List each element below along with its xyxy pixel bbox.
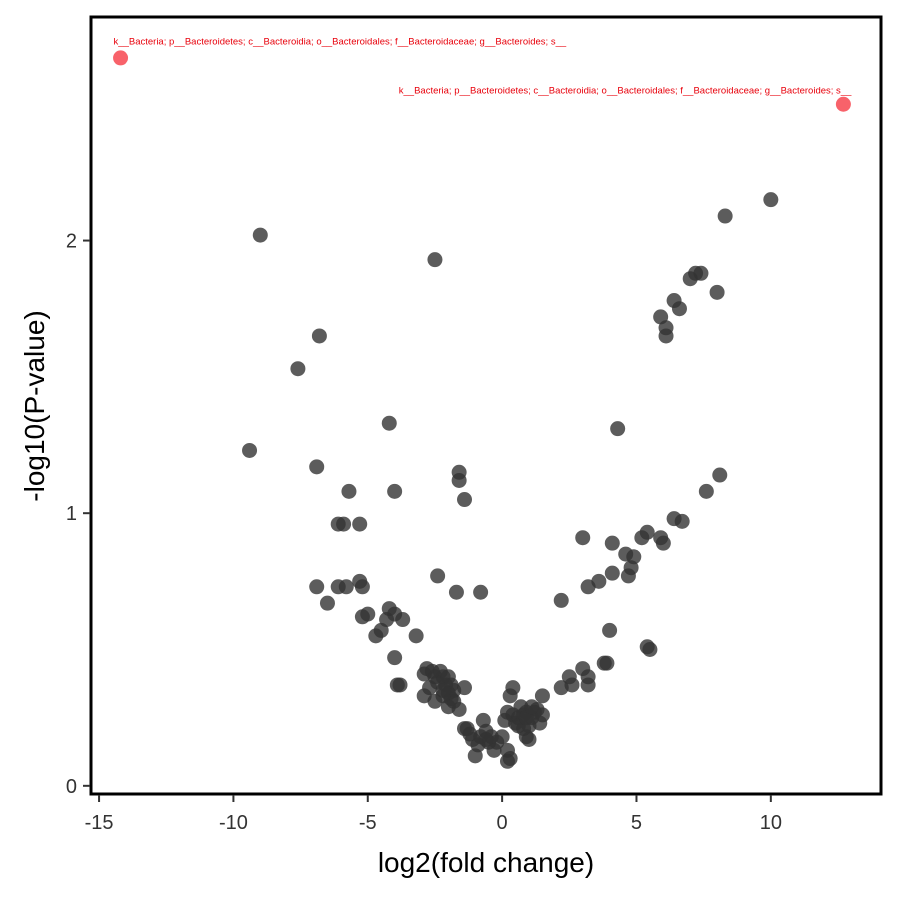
data-point bbox=[319, 595, 335, 611]
y-tick-label: 2 bbox=[66, 231, 77, 253]
annotation-layer: k__Bacteria; p__Bacteroidetes; c__Bacter… bbox=[114, 36, 853, 96]
data-point bbox=[709, 284, 725, 300]
data-point bbox=[505, 680, 521, 696]
data-point bbox=[575, 530, 591, 546]
data-point bbox=[448, 584, 464, 600]
point-annotation-label: k__Bacteria; p__Bacteroidetes; c__Bacter… bbox=[399, 85, 852, 96]
data-point bbox=[610, 421, 626, 437]
data-point bbox=[602, 622, 618, 638]
data-point bbox=[309, 459, 325, 475]
data-point bbox=[467, 748, 483, 764]
points-layer bbox=[242, 192, 779, 769]
data-point bbox=[655, 535, 671, 551]
plot-frame bbox=[89, 15, 883, 796]
data-point bbox=[408, 628, 424, 644]
data-point bbox=[475, 712, 491, 728]
y-axis: 0 1 2 bbox=[66, 231, 90, 798]
x-tick-label: -5 bbox=[359, 812, 377, 834]
data-point bbox=[497, 712, 513, 728]
data-point bbox=[457, 492, 473, 508]
data-point bbox=[352, 516, 368, 532]
data-point bbox=[427, 693, 443, 709]
data-point bbox=[717, 208, 733, 224]
x-tick-label: 0 bbox=[497, 812, 508, 834]
data-point bbox=[457, 680, 473, 696]
highlighted-point bbox=[835, 96, 851, 112]
x-tick-label: 10 bbox=[760, 812, 782, 834]
highlight-layer bbox=[113, 50, 851, 112]
data-point bbox=[309, 579, 325, 595]
data-point bbox=[381, 601, 397, 617]
data-point bbox=[459, 721, 475, 737]
data-point bbox=[330, 579, 346, 595]
data-point bbox=[674, 513, 690, 529]
data-point bbox=[604, 535, 620, 551]
data-point bbox=[354, 579, 370, 595]
data-point bbox=[604, 565, 620, 581]
data-point bbox=[712, 467, 728, 483]
data-point bbox=[354, 609, 370, 625]
data-point bbox=[451, 472, 467, 488]
data-point bbox=[521, 731, 537, 747]
data-point bbox=[553, 592, 569, 608]
data-point bbox=[473, 584, 489, 600]
data-point bbox=[763, 192, 779, 208]
x-tick-label: -10 bbox=[219, 812, 248, 834]
data-point bbox=[341, 483, 357, 499]
data-point bbox=[252, 227, 268, 243]
data-point bbox=[387, 483, 403, 499]
data-point bbox=[534, 688, 550, 704]
data-point bbox=[580, 579, 596, 595]
data-point bbox=[430, 568, 446, 584]
data-point bbox=[311, 328, 327, 344]
y-tick-label: 1 bbox=[66, 503, 77, 525]
data-point bbox=[387, 650, 403, 666]
data-point bbox=[620, 568, 636, 584]
data-point bbox=[553, 680, 569, 696]
point-annotation-label: k__Bacteria; p__Bacteroidetes; c__Bacter… bbox=[114, 36, 567, 47]
y-tick-label: 0 bbox=[66, 776, 77, 798]
highlighted-point bbox=[113, 50, 129, 66]
data-point bbox=[435, 682, 451, 698]
data-point bbox=[596, 655, 612, 671]
x-axis-title: log2(fold change) bbox=[378, 847, 594, 878]
data-point bbox=[389, 677, 405, 693]
data-point bbox=[658, 328, 674, 344]
data-point bbox=[671, 301, 687, 317]
data-point bbox=[336, 516, 352, 532]
data-point bbox=[242, 442, 258, 458]
data-point bbox=[381, 415, 397, 431]
data-point bbox=[416, 666, 432, 682]
data-point bbox=[580, 669, 596, 685]
data-point bbox=[290, 361, 306, 377]
data-point bbox=[499, 753, 515, 769]
y-axis-title: -log10(P-value) bbox=[19, 310, 50, 501]
data-point bbox=[693, 265, 709, 281]
x-axis: -15 -10 -5 0 5 10 bbox=[85, 795, 782, 834]
x-tick-label: -15 bbox=[85, 812, 114, 834]
data-point bbox=[634, 530, 650, 546]
data-point bbox=[427, 252, 443, 268]
data-point bbox=[440, 669, 456, 685]
data-point bbox=[698, 483, 714, 499]
data-point bbox=[478, 731, 494, 747]
data-point bbox=[642, 642, 658, 658]
x-tick-label: 5 bbox=[631, 812, 642, 834]
data-point bbox=[524, 699, 540, 715]
